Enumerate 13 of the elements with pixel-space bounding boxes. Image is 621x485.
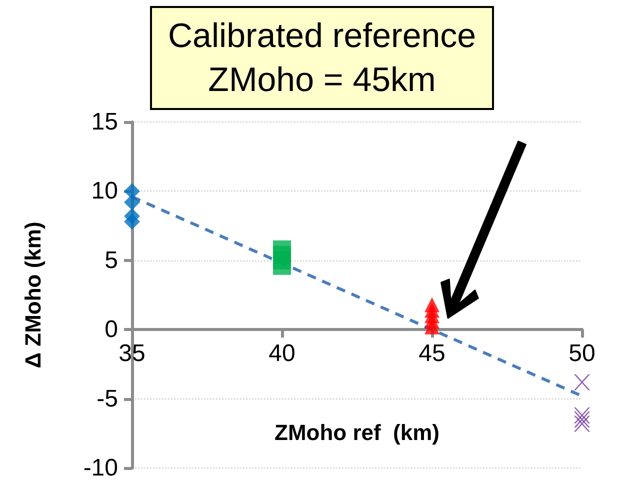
- y-tick-label: -10: [83, 454, 118, 482]
- y-axis-title: Δ ZMoho (km): [20, 222, 46, 368]
- y-tick-label: 0: [104, 316, 118, 344]
- x-tick-label: 45: [418, 340, 446, 368]
- y-tick-label: -5: [96, 385, 118, 412]
- y-tick-label: 5: [104, 246, 118, 274]
- y-tick-label: 15: [91, 108, 118, 136]
- x-tick-label: 35: [118, 340, 146, 368]
- x-tick-label: 40: [268, 340, 296, 368]
- x-axis-title: ZMoho ref (km): [274, 420, 440, 446]
- x-tick-label: 50: [568, 340, 596, 368]
- text: Calibrated reference ZMoho = 45km: [150, 6, 494, 110]
- y-tick-label: 10: [91, 178, 118, 205]
